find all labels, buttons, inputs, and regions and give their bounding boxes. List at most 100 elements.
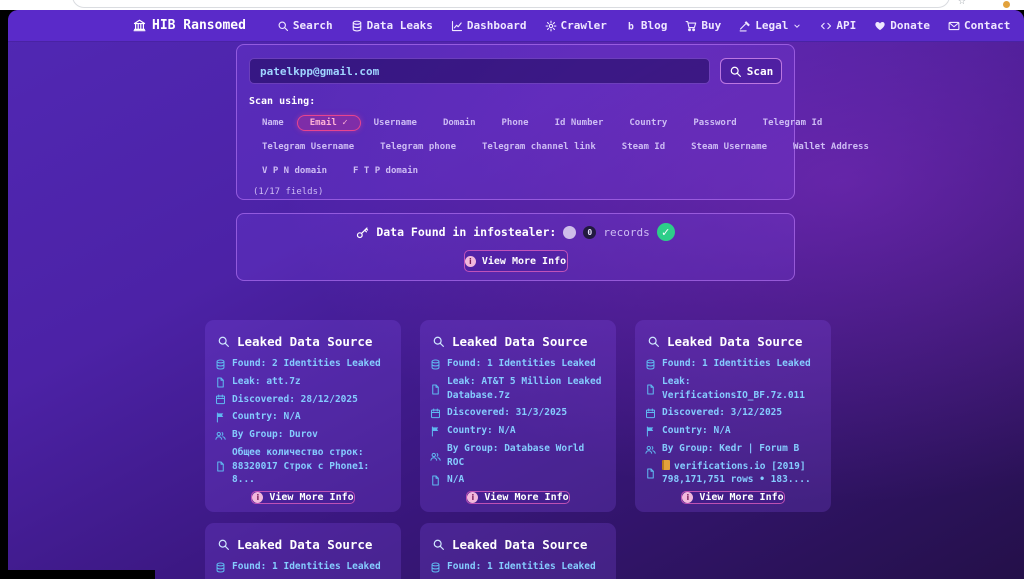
scan-button[interactable]: Scan [720,58,782,84]
file-icon [215,447,226,487]
leaked-data-source-card: Leaked Data Source Found: 1 Identities Le… [420,320,616,512]
card-field-row: By Group: Database World ROC [430,442,606,470]
scan-field-chip-f-t-p-domain[interactable]: F T P domain [353,166,419,176]
bank-icon [133,19,146,32]
file-icon [430,376,441,403]
search-input[interactable] [249,58,710,84]
database-icon [645,358,656,371]
card-field-row: Found: 1 Identities Leaked [430,357,606,371]
flag-icon [430,425,441,438]
nav-item-label: Crawler [560,19,607,32]
heart-icon [874,20,886,32]
records-label: records [603,225,650,239]
card-field-text: Country: N/A [447,425,516,437]
search-icon [647,335,660,348]
scan-field-chip-v-p-n-domain[interactable]: V P N domain [262,166,328,176]
scan-field-chip-password[interactable]: Password [693,118,737,128]
info-icon: i [682,492,694,504]
cart-icon [685,20,697,32]
extension-icon[interactable] [1003,1,1010,8]
nav-item-legal[interactable]: Legal [739,19,802,32]
nav-item-data-leaks[interactable]: Data Leaks [351,19,433,32]
book-icon [662,459,670,470]
nav-item-label: Legal [755,19,789,32]
infostealer-result-panel: Data Found in infostealer: 0 records ✓ i… [236,213,795,281]
nav-item-donate[interactable]: Donate [874,19,930,32]
scan-field-chip-telegram-id[interactable]: Telegram Id [762,118,823,128]
brand[interactable]: HIB Ransomed [133,18,246,33]
brand-label: HIB Ransomed [152,18,246,33]
scan-field-chip-telegram-channel-link[interactable]: Telegram channel link [481,142,596,152]
view-more-info-button[interactable]: i View More Info [466,491,570,505]
users-icon [430,443,441,470]
scan-using-label: Scan using: [249,96,316,107]
card-field-row: Country: N/A [645,424,821,438]
code-icon [820,20,832,32]
chevron-down-icon [792,21,802,31]
card-field-row: Found: 1 Identities Leaked [215,560,391,574]
view-more-info-button[interactable]: i View More Info [251,491,355,505]
card-field-text: Country: N/A [232,411,301,423]
view-more-label: View More Info [269,492,354,504]
card-field-row: Общее количество строк: 88320017 Строк с… [215,446,391,487]
card-field-text: Discovered: 3/12/2025 [662,407,783,419]
nav-item-label: Donate [890,19,930,32]
card-field-text: N/A [447,474,465,486]
envelope-icon [948,20,960,32]
scan-field-chip-name[interactable]: Name [262,118,284,128]
scan-field-chip-telegram-username[interactable]: Telegram Username [262,142,355,152]
scan-button-label: Scan [746,64,774,78]
card-field-row: Discovered: 28/12/2025 [215,393,391,407]
nav-item-contact[interactable]: Contact [948,19,1010,32]
file-icon [215,376,226,389]
scan-field-chip-email[interactable]: Email ✓ [296,115,361,131]
nav-item-search[interactable]: Search [277,19,333,32]
search-icon [217,538,230,551]
bottom-edge-mask [0,570,155,579]
nav-item-label: Data Leaks [366,19,433,32]
scan-field-chip-telegram-phone[interactable]: Telegram phone [380,142,456,152]
nav-item-label: Dashboard [466,19,527,32]
file-icon [645,376,656,403]
card-field-text: Discovered: 31/3/2025 [447,407,568,419]
card-field-row: verifications.io [2019] 798,171,751 rows… [645,459,821,488]
scan-field-chip-wallet-address[interactable]: Wallet Address [793,142,869,152]
card-field-row: Discovered: 31/3/2025 [430,406,606,420]
card-field-text: Общее количество строк: 88320017 Строк с… [232,446,370,486]
scan-field-chip-username[interactable]: Username [373,118,417,128]
view-more-info-button[interactable]: i View More Info [681,491,785,505]
scan-field-chip-steam-id[interactable]: Steam Id [621,142,666,152]
view-more-label: View More Info [699,492,784,504]
bookmark-star-icon[interactable]: ☆ [957,0,966,7]
nav-item-label: Blog [640,19,668,32]
card-title-label: Leaked Data Source [667,334,803,349]
card-title: Leaked Data Source [647,334,821,349]
view-more-info-button[interactable]: i View More Info [463,250,568,272]
nav-item-blog[interactable]: b Blog [625,19,668,32]
card-title-label: Leaked Data Source [452,537,588,552]
nav-item-api[interactable]: API [820,19,856,32]
database-icon [215,561,226,574]
card-field-text: By Group: Kedr | Forum B [662,442,800,454]
card-title-label: Leaked Data Source [452,334,588,349]
svg-text:b: b [628,21,634,32]
users-icon [215,429,226,442]
scan-field-chip-steam-username[interactable]: Steam Username [691,142,767,152]
card-field-row: Country: N/A [430,424,606,438]
chip-row: Name Email ✓ Username Domain Phone Id Number C… [249,115,822,131]
scan-field-chip-phone[interactable]: Phone [501,118,529,128]
search-icon [729,65,742,78]
scan-field-chip-id-number[interactable]: Id Number [554,118,604,128]
card-field-text: Leak: att.7z [232,375,301,387]
info-icon: i [464,255,476,267]
scan-field-chip-domain[interactable]: Domain [442,118,476,128]
nav-item-buy[interactable]: Buy [685,19,721,32]
card-title-label: Leaked Data Source [237,334,373,349]
nav-item-crawler[interactable]: Crawler [545,19,607,32]
nav-item-label: Search [292,19,333,32]
card-field-row: Found: 1 Identities Leaked [645,357,821,371]
top-navbar: HIB Ransomed Search Data Leaks Dashboard Cr… [8,10,1024,42]
scan-field-chip-country[interactable]: Country [629,118,668,128]
nav-item-dashboard[interactable]: Dashboard [451,19,527,32]
card-field-text: By Group: Database World ROC [447,442,585,468]
